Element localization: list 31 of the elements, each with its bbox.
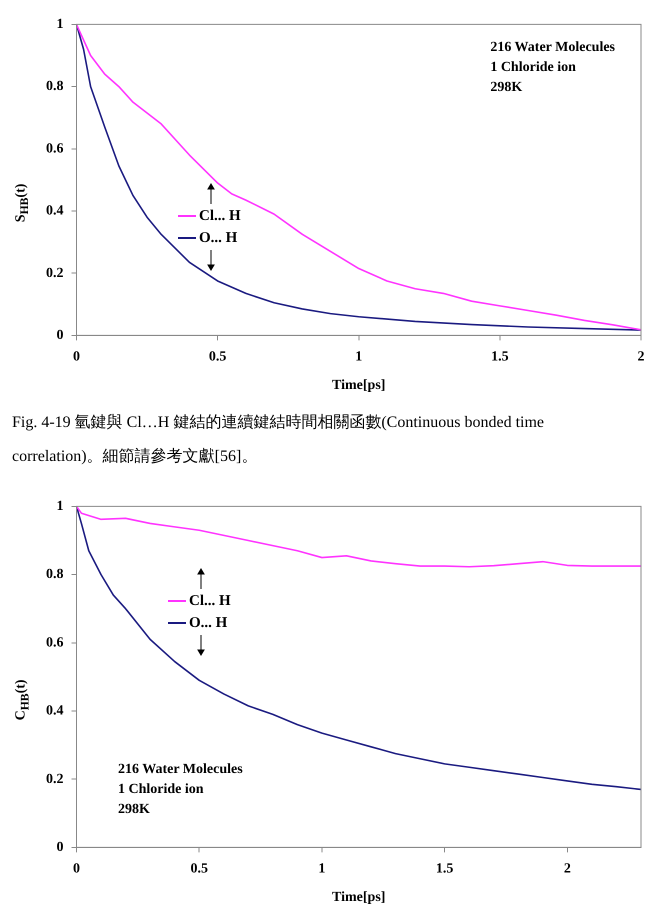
legend-label: Cl... H xyxy=(199,208,241,224)
y-tick-label: 1 xyxy=(56,17,64,32)
x-tick-label: 2 xyxy=(564,861,571,876)
x-tick-label: 0 xyxy=(73,349,80,364)
legend-label: O... H xyxy=(189,614,228,632)
x-tick-label: 2 xyxy=(638,349,644,364)
x-tick-label: 1 xyxy=(355,349,362,364)
legend-label: Cl... H xyxy=(189,592,231,610)
y-tick-label: 0.6 xyxy=(46,141,64,156)
x-tick-label: 1 xyxy=(318,861,326,876)
y-tick-label: 0.4 xyxy=(46,704,64,719)
x-axis-title: Time[ps] xyxy=(332,890,386,906)
x-tick-label: 0 xyxy=(73,861,80,876)
x-tick-label: 0.5 xyxy=(190,861,208,876)
y-tick-label: 0.8 xyxy=(46,79,64,94)
y-tick-label: 0.2 xyxy=(46,772,64,787)
x-tick-label: 1.5 xyxy=(436,861,454,876)
y-tick-label: 1 xyxy=(56,499,64,514)
annotation: 216 Water Molecules 1 Chloride ion 298K xyxy=(490,39,615,97)
y-tick-label: 0.8 xyxy=(46,567,64,582)
y-tick-label: 0 xyxy=(56,328,64,344)
caption: Fig. 4-19 氫鍵與 Cl…H 鍵結的連續鍵結時間相關函數(Continuous bonded time correlation)。細節請參考文獻[56]。 xyxy=(12,412,545,467)
legend-label: O... H xyxy=(199,230,238,246)
x-tick-label: 0.5 xyxy=(208,349,226,364)
annotation: 216 Water Molecules 1 Chloride ion 298K xyxy=(118,761,243,819)
y-tick-label: 0.2 xyxy=(46,266,64,281)
y-tick-label: 0.4 xyxy=(46,204,64,219)
y-tick-label: 0 xyxy=(56,840,64,856)
x-axis-title: Time[ps] xyxy=(332,378,386,394)
y-tick-label: 0.6 xyxy=(46,635,64,650)
x-tick-label: 1.5 xyxy=(491,349,509,364)
